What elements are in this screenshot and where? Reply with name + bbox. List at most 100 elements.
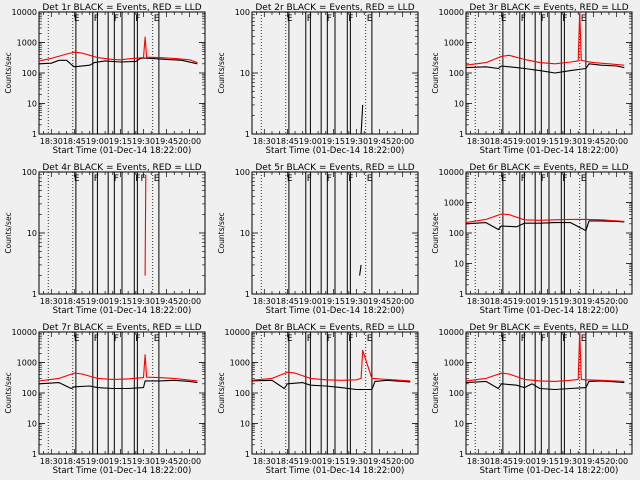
mode-marker-label: E: [74, 14, 80, 24]
mode-marker-label: E: [581, 14, 587, 24]
mode-marker-label: F: [327, 334, 332, 344]
y-axis-label: Counts/sec: [4, 52, 13, 93]
x-tick-label: 19:00: [513, 457, 536, 466]
mode-marker-label: F: [562, 174, 567, 184]
y-axis-label: Counts/sec: [4, 212, 13, 253]
y-tick-label: 10: [240, 420, 250, 429]
mode-marker-label: E: [367, 174, 373, 184]
x-tick-label: 19:00: [513, 297, 536, 306]
mode-marker-label: F: [307, 334, 312, 344]
x-tick-label: 19:15: [536, 297, 559, 306]
y-tick-label: 1000: [444, 199, 464, 208]
y-tick-label: 100: [235, 389, 250, 398]
x-tick-label: 20:00: [391, 137, 414, 146]
x-tick-label: 19:15: [536, 457, 559, 466]
x-tick-label: 19:30: [559, 457, 582, 466]
y-axis-label: Counts/sec: [217, 372, 226, 413]
x-axis-label: Start Time (01-Dec-14 18:22:00): [53, 306, 192, 316]
y-tick-label: 10: [454, 100, 464, 109]
x-axis-label: Start Time (01-Dec-14 18:22:00): [53, 146, 192, 156]
y-tick-label: 10000: [439, 168, 464, 177]
lld-rate-line: [465, 11, 625, 66]
lld-rate-line: [144, 174, 147, 276]
x-tick-label: 19:15: [322, 137, 345, 146]
panel-title: Det 1r BLACK = Events, RED = LLD: [42, 3, 201, 13]
x-tick-label: 18:45: [276, 457, 299, 466]
mode-marker-label: F: [114, 334, 119, 344]
y-tick-label: 100: [235, 8, 250, 17]
x-tick-label: 19:45: [155, 457, 178, 466]
x-tick-label: 18:30: [40, 457, 63, 466]
x-tick-label: 18:45: [276, 137, 299, 146]
y-tick-label: 1: [459, 450, 464, 459]
mode-marker-label: F: [307, 174, 312, 184]
x-tick-label: 18:30: [467, 457, 490, 466]
y-tick-label: 100: [449, 69, 464, 78]
panel-title: Det 8r BLACK = Events, RED = LLD: [255, 323, 414, 333]
x-tick-label: 19:00: [86, 137, 109, 146]
events-rate-line: [38, 379, 198, 390]
mode-marker-label: F: [562, 334, 567, 344]
mode-marker-label: FF: [135, 174, 145, 184]
lld-rate-line: [465, 213, 625, 224]
y-tick-label: 1: [245, 130, 250, 139]
x-tick-label: 20:00: [605, 297, 628, 306]
x-tick-label: 19:30: [559, 297, 582, 306]
mode-marker-label: E: [154, 14, 160, 24]
x-tick-label: 19:45: [582, 457, 605, 466]
y-tick-label: 1: [459, 290, 464, 299]
x-tick-label: 19:45: [582, 137, 605, 146]
x-tick-label: 19:00: [299, 137, 322, 146]
y-tick-label: 10000: [225, 328, 250, 337]
mode-marker-label: F: [521, 174, 526, 184]
x-tick-label: 19:30: [345, 297, 368, 306]
x-tick-label: 20:00: [605, 457, 628, 466]
panel-title: Det 5r BLACK = Events, RED = LLD: [255, 163, 414, 173]
mode-marker-label: F: [327, 174, 332, 184]
events-rate-line: [38, 57, 198, 68]
lld-rate-line: [38, 36, 198, 64]
x-tick-label: 18:45: [490, 137, 513, 146]
mode-marker-label: F: [135, 14, 140, 24]
x-tick-label: 19:00: [513, 137, 536, 146]
x-tick-label: 20:00: [178, 137, 201, 146]
x-tick-label: 18:45: [490, 457, 513, 466]
x-tick-label: 19:30: [345, 137, 368, 146]
x-tick-label: 19:00: [299, 297, 322, 306]
y-tick-label: 10: [27, 229, 37, 238]
x-tick-label: 20:00: [605, 137, 628, 146]
mode-marker-label: E: [501, 334, 507, 344]
mode-marker-label: F: [348, 174, 353, 184]
y-tick-label: 10000: [12, 8, 37, 17]
panel-title: Det 7r BLACK = Events, RED = LLD: [42, 323, 201, 333]
x-tick-label: 20:00: [178, 457, 201, 466]
panel-title: Det 4r BLACK = Events, RED = LLD: [42, 163, 201, 173]
y-tick-label: 100: [449, 229, 464, 238]
y-tick-label: 1: [32, 290, 37, 299]
y-tick-label: 10: [454, 420, 464, 429]
x-tick-label: 19:00: [86, 457, 109, 466]
mode-marker-label: F: [541, 14, 546, 24]
x-tick-label: 18:45: [276, 297, 299, 306]
events-rate-line: [360, 104, 364, 135]
mode-marker-label: E: [154, 174, 160, 184]
x-axis-label: Start Time (01-Dec-14 18:22:00): [53, 466, 192, 476]
panel-title: Det 2r BLACK = Events, RED = LLD: [255, 3, 414, 13]
x-axis-label: Start Time (01-Dec-14 18:22:00): [480, 466, 619, 476]
x-tick-label: 19:45: [155, 297, 178, 306]
y-tick-label: 100: [22, 168, 37, 177]
y-tick-label: 1: [32, 450, 37, 459]
x-axis-label: Start Time (01-Dec-14 18:22:00): [266, 146, 405, 156]
y-tick-label: 100: [449, 389, 464, 398]
x-axis-label: Start Time (01-Dec-14 18:22:00): [480, 306, 619, 316]
x-tick-label: 19:45: [368, 297, 391, 306]
x-axis-label: Start Time (01-Dec-14 18:22:00): [266, 466, 405, 476]
y-axis-label: Counts/sec: [431, 372, 440, 413]
x-tick-label: 18:30: [40, 137, 63, 146]
